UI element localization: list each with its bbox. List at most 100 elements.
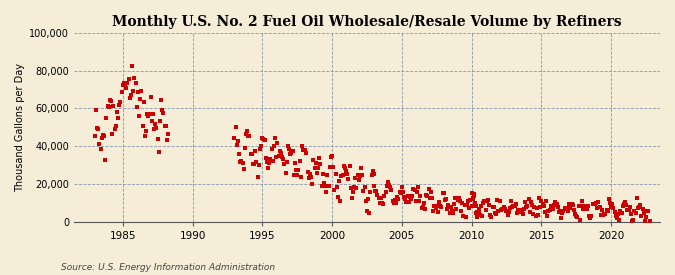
Point xyxy=(253,163,264,167)
Point xyxy=(229,136,240,140)
Point xyxy=(105,98,115,103)
Point xyxy=(119,81,130,86)
Point xyxy=(595,212,606,217)
Point xyxy=(580,204,591,209)
Point xyxy=(574,218,585,222)
Point xyxy=(566,201,577,206)
Point xyxy=(564,202,574,206)
Point xyxy=(410,199,421,204)
Point xyxy=(536,199,547,203)
Point xyxy=(354,174,365,178)
Point xyxy=(422,194,433,199)
Point xyxy=(523,197,534,201)
Point xyxy=(441,197,452,202)
Point xyxy=(161,123,171,128)
Point xyxy=(386,188,397,192)
Point xyxy=(522,204,533,208)
Point xyxy=(312,171,323,175)
Point xyxy=(151,126,162,131)
Point xyxy=(298,147,308,152)
Point xyxy=(277,155,288,160)
Point xyxy=(464,206,475,211)
Point xyxy=(235,160,246,164)
Point xyxy=(448,211,458,216)
Point xyxy=(108,104,119,108)
Point xyxy=(140,134,151,138)
Point xyxy=(408,187,419,191)
Point xyxy=(462,203,472,207)
Point xyxy=(329,188,340,192)
Point xyxy=(415,194,426,198)
Point xyxy=(365,190,376,195)
Point xyxy=(446,204,456,209)
Point xyxy=(401,200,412,204)
Point xyxy=(478,201,489,205)
Point xyxy=(605,205,616,210)
Point xyxy=(378,201,389,206)
Point xyxy=(454,196,464,200)
Point xyxy=(560,206,570,211)
Point xyxy=(304,172,315,177)
Point xyxy=(597,208,608,213)
Point xyxy=(537,201,548,206)
Point xyxy=(489,211,500,215)
Point xyxy=(579,204,590,208)
Point xyxy=(99,134,109,138)
Point xyxy=(252,174,263,179)
Point xyxy=(554,210,564,214)
Point xyxy=(338,163,349,168)
Point xyxy=(486,215,497,219)
Point xyxy=(385,185,396,189)
Point xyxy=(146,119,157,123)
Point xyxy=(549,202,560,207)
Point xyxy=(467,197,478,202)
Point xyxy=(285,152,296,156)
Point xyxy=(560,207,571,211)
Point xyxy=(367,168,378,173)
Point xyxy=(480,208,491,212)
Point xyxy=(351,186,362,190)
Point xyxy=(587,202,598,206)
Point xyxy=(240,146,250,150)
Point xyxy=(535,205,545,209)
Point xyxy=(333,195,344,199)
Point xyxy=(466,204,477,208)
Point xyxy=(437,191,448,195)
Point xyxy=(323,184,334,188)
Point xyxy=(346,186,356,190)
Point xyxy=(506,199,516,203)
Point xyxy=(328,165,339,169)
Point xyxy=(383,183,394,187)
Point xyxy=(137,123,148,128)
Point xyxy=(509,204,520,208)
Point xyxy=(541,198,551,203)
Point xyxy=(248,162,259,166)
Point xyxy=(534,196,545,200)
Point xyxy=(438,191,449,195)
Point xyxy=(631,196,642,200)
Point xyxy=(279,162,290,166)
Point xyxy=(521,204,532,209)
Point xyxy=(576,199,587,203)
Point xyxy=(291,167,302,172)
Point xyxy=(558,209,569,213)
Point xyxy=(394,189,405,194)
Point xyxy=(427,196,437,200)
Point xyxy=(307,182,318,186)
Point xyxy=(97,136,107,140)
Point xyxy=(610,210,620,214)
Point xyxy=(389,198,400,202)
Point xyxy=(320,183,331,188)
Point xyxy=(258,137,269,141)
Point xyxy=(381,183,392,188)
Point xyxy=(340,166,350,170)
Point xyxy=(230,125,241,130)
Point xyxy=(153,137,163,141)
Point xyxy=(451,207,462,211)
Point xyxy=(414,199,425,204)
Point xyxy=(286,150,297,155)
Point xyxy=(278,156,289,161)
Point xyxy=(358,189,369,193)
Point xyxy=(250,149,261,153)
Point xyxy=(620,200,630,205)
